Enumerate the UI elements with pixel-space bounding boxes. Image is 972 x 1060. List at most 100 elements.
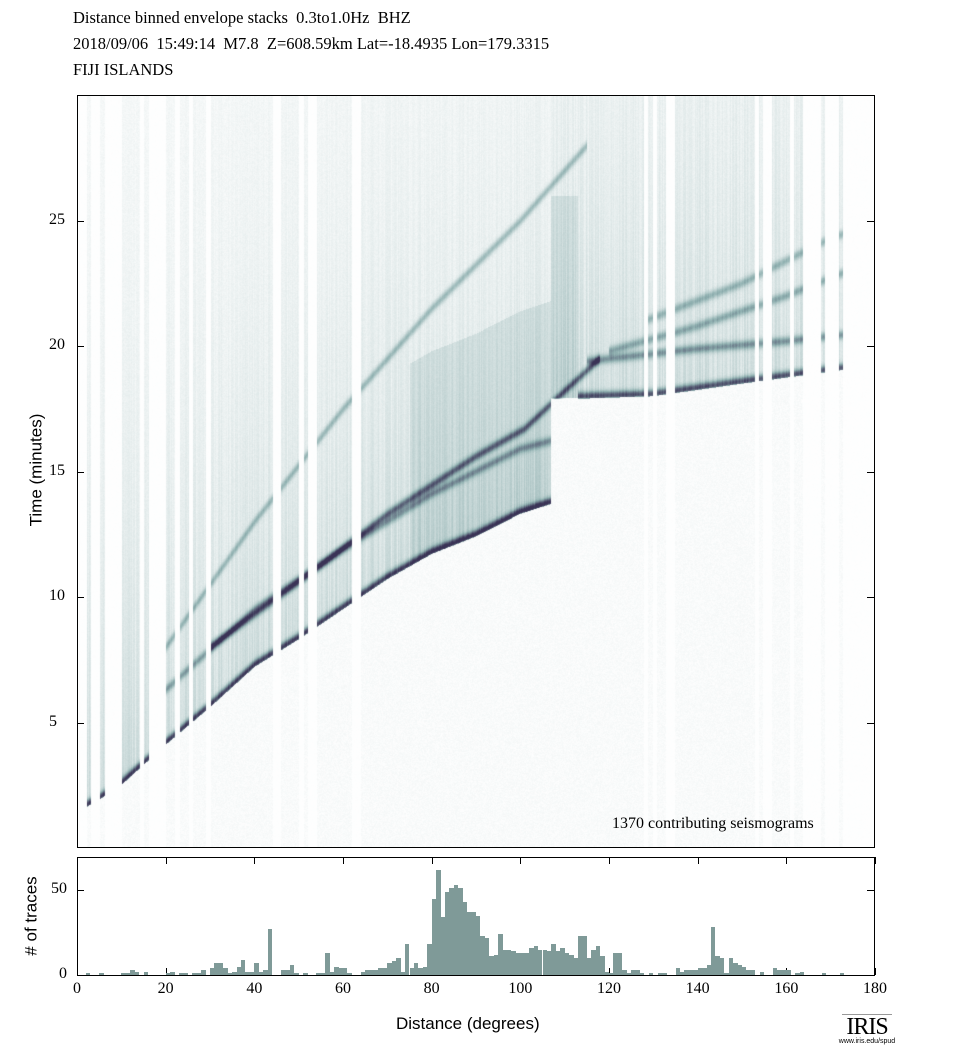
histogram-bar	[693, 969, 698, 975]
histogram-bar	[453, 884, 459, 975]
histogram-bar	[294, 973, 299, 975]
histogram-bar	[706, 964, 711, 975]
region-name: FIJI ISLANDS	[73, 60, 174, 79]
histogram-bar	[507, 949, 512, 975]
y-axis-title-hist: # of traces	[21, 876, 41, 956]
x-tick-label: 160	[774, 980, 799, 997]
histogram-bar	[546, 951, 552, 975]
histogram-bar	[781, 969, 787, 975]
histogram-bar	[728, 958, 734, 975]
y-axis-title-main: Time (minutes)	[26, 413, 46, 527]
logo-url: www.iris.edu/spud	[838, 1038, 896, 1045]
histogram-bar	[710, 927, 716, 975]
histogram-bar	[214, 963, 219, 975]
histogram-bar	[511, 951, 516, 975]
histogram-bar	[591, 949, 596, 975]
histogram-bar	[471, 912, 476, 975]
y-tick-main-right	[867, 220, 874, 222]
x-tick-hist-top	[697, 857, 699, 864]
histogram-bar	[484, 937, 490, 975]
histogram-bar	[196, 973, 202, 975]
x-tick-hist-top	[520, 857, 522, 864]
histogram-bar	[405, 944, 410, 975]
histogram-bar	[773, 968, 778, 975]
histogram-bar	[679, 971, 685, 975]
chart-title: Distance binned envelope stacks 0.3to1.0…	[73, 8, 411, 27]
x-tick-label: 40	[246, 980, 263, 997]
histogram-bar	[378, 968, 383, 975]
histogram-bar	[533, 946, 539, 975]
histogram-bar	[85, 973, 91, 975]
histogram-bar	[577, 935, 583, 975]
histogram-bar	[515, 952, 521, 975]
histogram-bar	[821, 973, 827, 975]
histogram-bar	[125, 973, 131, 975]
histogram-bar	[684, 969, 689, 975]
x-tick-hist-bottom	[609, 968, 610, 975]
logo-wave-icon	[842, 1008, 892, 1015]
x-tick-label: 140	[685, 980, 710, 997]
x-tick-label: 180	[863, 980, 887, 997]
histogram-bar	[396, 958, 401, 975]
trace-count-histogram	[77, 857, 875, 976]
histogram-bar	[387, 963, 392, 975]
histogram-bar	[249, 971, 255, 975]
histogram-bar	[183, 973, 188, 975]
histogram-bar	[409, 968, 414, 975]
histogram-bar	[236, 966, 242, 975]
y-tick-label-hist: 50	[51, 880, 67, 897]
histogram-bar	[218, 963, 224, 975]
histogram-bar	[688, 969, 694, 975]
histogram-bar	[316, 973, 321, 975]
y-tick-label-main: 10	[49, 587, 65, 604]
histogram-bar	[476, 915, 481, 975]
envelope-heatmap-plot	[77, 95, 875, 848]
histogram-bar	[733, 963, 738, 975]
histogram-bar	[374, 969, 379, 975]
x-tick-hist-top	[343, 857, 344, 864]
histogram-bar	[746, 969, 751, 975]
x-tick-hist-top	[254, 857, 256, 864]
x-tick-hist-top	[165, 857, 167, 864]
histogram-bar	[467, 912, 472, 975]
y-tick-label-main: 5	[49, 712, 57, 730]
histogram-bar	[493, 954, 499, 975]
histogram-bar	[573, 958, 578, 975]
x-tick-hist-top	[786, 857, 788, 864]
histogram-bar	[232, 971, 237, 975]
histogram-bar	[595, 946, 601, 975]
histogram-bar	[267, 929, 273, 975]
histogram-bar	[538, 949, 543, 975]
histogram-bar	[715, 956, 720, 975]
y-tick-hist-right	[867, 975, 874, 976]
y-tick-label-main: 15	[49, 461, 65, 479]
y-tick-main	[77, 220, 84, 222]
histogram-bar	[795, 973, 800, 975]
histogram-bar	[303, 973, 308, 975]
histogram-bar	[524, 952, 530, 975]
histogram-bar	[675, 968, 680, 975]
histogram-bar	[241, 959, 246, 975]
histogram-bar	[170, 971, 175, 975]
histogram-bar	[444, 891, 450, 975]
histogram-bar	[617, 952, 623, 975]
histogram-bar	[320, 973, 326, 975]
histogram-bar	[201, 969, 206, 975]
histogram-bar	[542, 949, 547, 975]
histogram-bar	[737, 964, 742, 975]
histogram-bar	[564, 952, 570, 975]
y-tick-hist-right	[867, 890, 874, 891]
histogram-bar	[839, 973, 844, 975]
histogram-bar	[427, 944, 432, 975]
histogram-bar	[786, 969, 791, 975]
y-tick-label-hist: 0	[59, 965, 67, 982]
histogram-bar	[329, 971, 335, 975]
histogram-bar	[431, 898, 437, 975]
histogram-bar	[631, 969, 636, 975]
y-tick-main	[77, 722, 84, 724]
iris-logo: IRIS www.iris.edu/spud	[832, 1008, 902, 1046]
x-tick-label: 20	[157, 980, 174, 997]
histogram-bar	[799, 971, 805, 975]
histogram-bar	[702, 968, 707, 975]
x-tick-hist-bottom	[165, 968, 167, 975]
